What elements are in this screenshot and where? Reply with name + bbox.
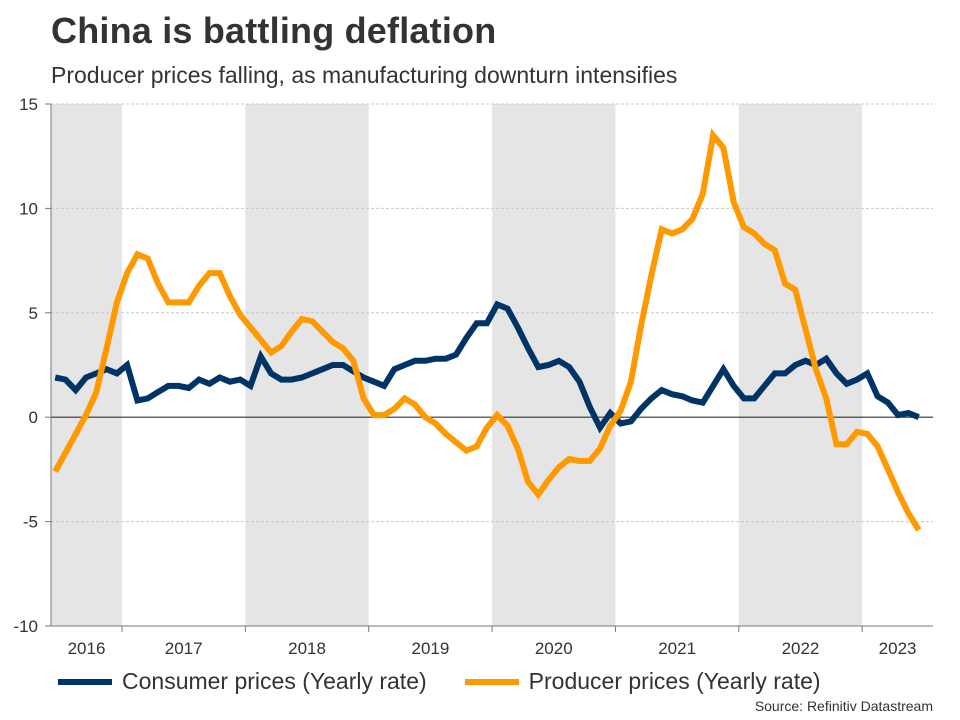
axes [50, 104, 933, 632]
x-tick-label-2022: 2022 [782, 639, 820, 658]
legend-item-consumer[interactable]: Consumer prices (Yearly rate) [58, 668, 427, 695]
legend-swatch-consumer [58, 678, 112, 685]
x-tick-label-2017: 2017 [165, 639, 203, 658]
legend-swatch-producer [464, 678, 519, 685]
x-tick-label-2019: 2019 [411, 639, 449, 658]
chart-subtitle: Producer prices falling, as manufacturin… [51, 62, 678, 88]
x-tick-label-2021: 2021 [658, 639, 696, 658]
source-note: Source: Refinitiv Datastream [754, 698, 933, 714]
shade-2016 [51, 104, 122, 626]
consumer-prices-line [54, 300, 920, 434]
producer-prices-line [52, 128, 922, 532]
y-tick-labels: 15 10 5 0 -5 -10 [13, 95, 38, 636]
y-tick-label: 15 [19, 95, 38, 114]
x-tick-label-2016: 2016 [68, 639, 106, 658]
chart-title: China is battling deflation [51, 10, 497, 51]
x-tick-label-2018: 2018 [288, 639, 326, 658]
legend-item-producer[interactable]: Producer prices (Yearly rate) [464, 668, 821, 695]
year-shading [51, 104, 863, 626]
legend: Consumer prices (Yearly rate) Producer p… [58, 668, 859, 695]
x-tick-label-2020: 2020 [535, 639, 573, 658]
y-tick-label: 0 [29, 408, 38, 427]
y-tick-label: -10 [13, 617, 38, 636]
y-tick-label: 5 [29, 304, 38, 323]
series-lines [52, 128, 922, 532]
y-tick-label: -5 [23, 513, 38, 532]
legend-label-consumer: Consumer prices (Yearly rate) [122, 668, 427, 694]
legend-label-producer: Producer prices (Yearly rate) [528, 668, 821, 694]
x-tick-label-2023: 2023 [879, 639, 917, 658]
x-tick-labels: 2016 2017 2018 2019 2020 2021 2022 2023 [68, 639, 917, 658]
y-tick-label: 10 [19, 199, 38, 218]
